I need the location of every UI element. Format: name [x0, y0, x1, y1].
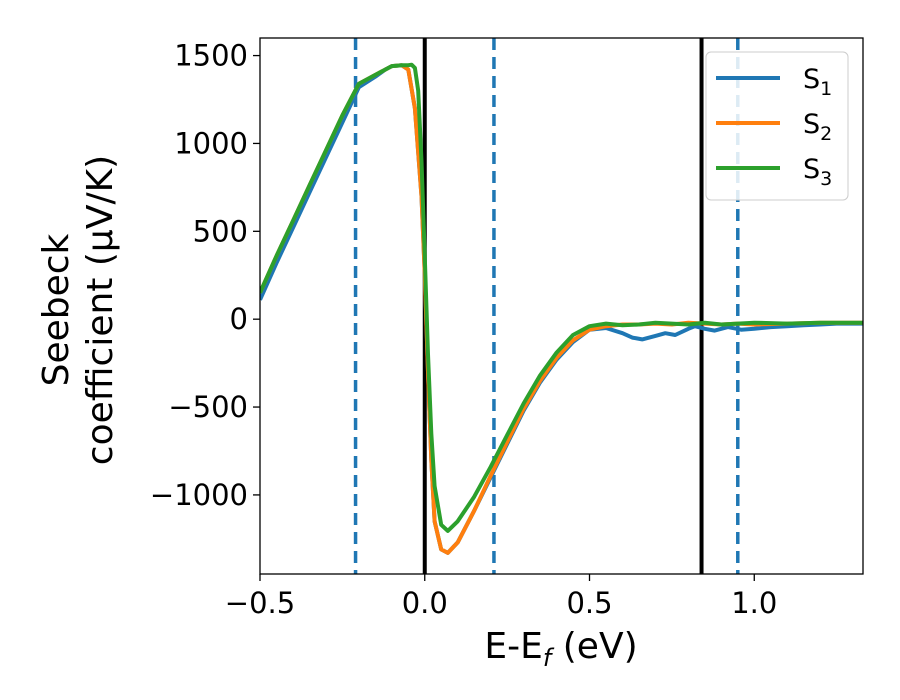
- y-tick-label: 0: [230, 302, 248, 336]
- plot-area: [259, 37, 864, 575]
- legend-label-s1: S1: [803, 64, 832, 100]
- x-tick-label: 0.5: [566, 586, 612, 620]
- x-axis-title: E-Ef (eV): [484, 626, 637, 672]
- y-axis: −1000 −500 0 500 1000 1500: [150, 39, 260, 512]
- x-tick-label: 0.0: [402, 586, 448, 620]
- x-tick-label: −0.5: [225, 586, 295, 620]
- y-axis-title-line2: coefficient (μV/K): [80, 155, 121, 465]
- y-tick-label: 1500: [174, 39, 248, 73]
- series-line-s3: [260, 62, 863, 533]
- legend-label-s3: S3: [803, 154, 832, 190]
- legend-label-s2: S2: [803, 109, 832, 145]
- x-tick-label: 1.0: [731, 586, 777, 620]
- series-group: [260, 62, 863, 555]
- y-tick-label: 1000: [174, 126, 248, 160]
- y-tick-label: 500: [193, 214, 248, 248]
- reference-lines: [353, 38, 740, 574]
- plot-frame: [259, 37, 864, 575]
- y-tick-label: −500: [168, 390, 248, 424]
- x-axis: −0.5 0.0 0.5 1.0: [225, 574, 777, 620]
- legend: S1 S2 S3: [705, 51, 849, 201]
- legend-box: [705, 51, 849, 201]
- y-axis-title-line1: Seebeck: [36, 233, 77, 386]
- y-tick-label: −1000: [150, 478, 248, 512]
